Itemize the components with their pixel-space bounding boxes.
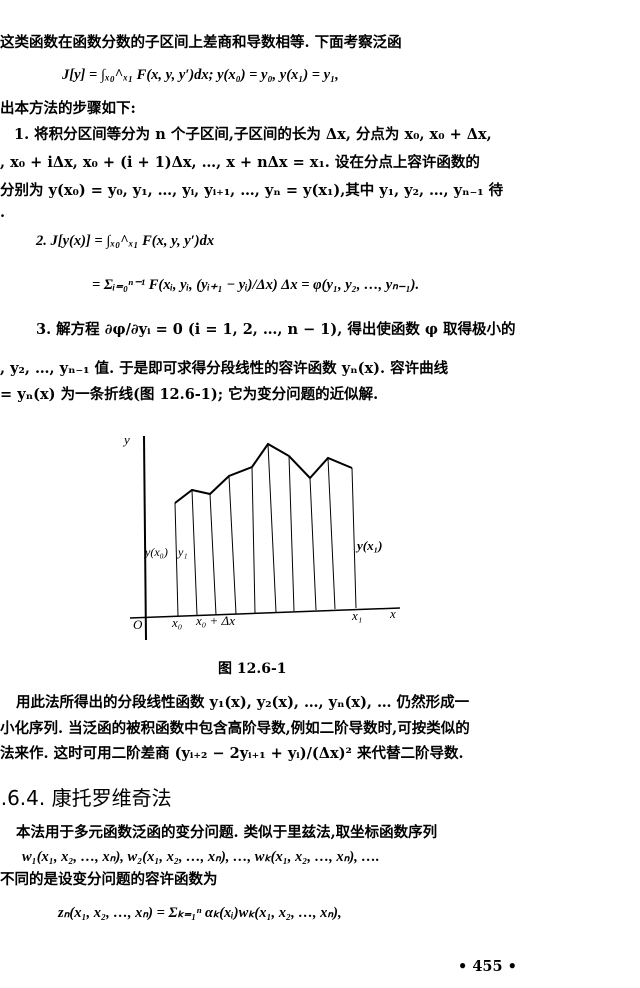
step-1-line-3: 分别为 y(x₀) = y₀, y₁, …, yᵢ, yᵢ₊₁, …, yₙ =… (0, 182, 504, 199)
paragraph-line-2: 小化序列. 当泛函的被积函数中包含高阶导数,例如二阶导数时,可按类似的 (0, 720, 470, 737)
kantorovich-line-1: 本法用于多元函数泛函的变分问题. 类似于里兹法,取坐标函数序列 (16, 824, 438, 841)
step-1-line-1: 1. 将积分区间等分为 n 个子区间,子区间的长为 Δx, 分点为 x₀, x₀… (14, 126, 492, 143)
text-line-1: 这类函数在函数分数的子区间上差商和导数相等. 下面考察泛函 (0, 34, 402, 51)
ordinate-lines (174, 443, 357, 617)
x0-label: x₀ (172, 615, 183, 630)
kantorovich-equation: zₙ(x₁, x₂, …, xₙ) = Σₖ₌₁ⁿ αₖ(xᵢ)wₖ(x₁, x… (58, 905, 342, 921)
y-x1-label: y(x₁) (357, 538, 383, 553)
kantorovich-line-3: 不同的是设变分问题的容许函数为 (0, 871, 218, 888)
y1-label: y₁ (178, 545, 188, 559)
section-heading: 2.6.4. 康托罗维奇法 (0, 786, 172, 810)
step-3-line-1: 3. 解方程 ∂φ/∂yᵢ = 0 (i = 1, 2, …, n − 1), … (36, 321, 516, 338)
figure-caption: 图 12.6-1 (218, 661, 287, 677)
x0-dx-label: x₀ + Δx (196, 613, 235, 628)
step-3-line-3: = yₙ(x) 为一条折线(图 12.6-1); 它为变分问题的近似解. (0, 386, 379, 403)
equation-functional: J[y] = ∫ₓ₀^ₓ₁ F(x, y, y′)dx; y(x₀) = y₀,… (62, 67, 339, 83)
y-x0-label: y(x₀) (145, 545, 168, 559)
x-axis (129, 607, 401, 619)
step-1-line-4: . (0, 204, 6, 221)
paragraph-line-1: 用此法所得出的分段线性函数 y₁(x), y₂(x), …, yₙ(x), … … (16, 694, 470, 711)
step-2-equation-2: = Σᵢ₌₀ⁿ⁻¹ F(xᵢ, yᵢ, (yᵢ₊₁ − yᵢ)/Δx) Δx =… (92, 277, 420, 293)
text-line-3: 出本方法的步骤如下: (0, 100, 136, 117)
paragraph-line-3: 法来作. 这时可用二阶差商 (yᵢ₊₂ − 2yᵢ₊₁ + yᵢ)/(Δx)² … (0, 745, 464, 762)
step-1-line-2: , x₀ + iΔx, x₀ + (i + 1)Δx, …, x + nΔx =… (0, 154, 480, 171)
page-number: • 455 • (458, 958, 517, 975)
x-axis-label: x (390, 606, 396, 621)
polyline-curve (174, 442, 353, 504)
y-axis-label: y (124, 432, 130, 447)
x1-label: x₁ (352, 608, 363, 623)
kantorovich-coord-functions: w₁(x₁, x₂, …, xₙ), w₂(x₁, x₂, …, xₙ), …,… (22, 849, 380, 865)
step-3-line-2: , y₂, …, yₙ₋₁ 值. 于是即可求得分段线性的容许函数 yₙ(x). … (0, 360, 449, 377)
y-axis (143, 435, 147, 641)
origin-label: O (133, 617, 143, 632)
step-2-equation-1: 2. J[y(x)] = ∫ₓ₀^ₓ₁ F(x, y, y′)dx (36, 233, 215, 249)
